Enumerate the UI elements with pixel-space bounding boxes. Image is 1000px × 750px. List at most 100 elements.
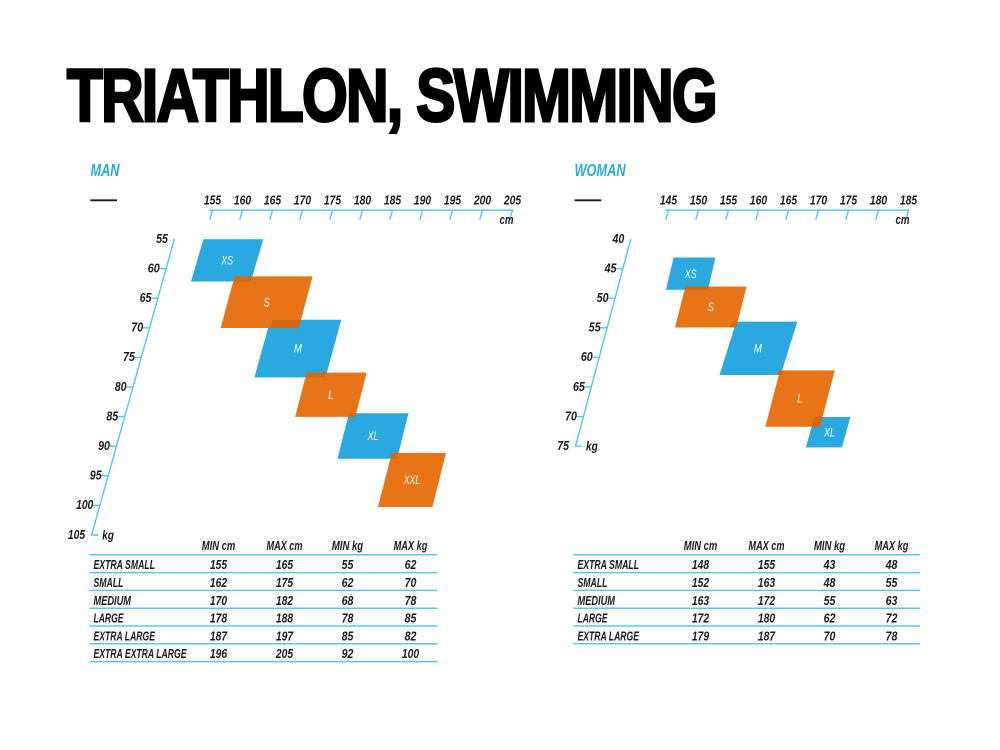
svg-text:63: 63 (886, 594, 898, 608)
svg-text:48: 48 (823, 576, 836, 590)
svg-text:78: 78 (886, 629, 898, 643)
svg-text:180: 180 (354, 193, 371, 207)
svg-text:185: 185 (900, 193, 918, 207)
svg-text:78: 78 (342, 612, 354, 626)
svg-text:kg: kg (586, 440, 598, 454)
svg-text:SMALL: SMALL (578, 576, 608, 590)
svg-text:95: 95 (90, 469, 103, 483)
svg-text:EXTRA LARGE: EXTRA LARGE (94, 629, 156, 643)
svg-text:62: 62 (342, 576, 354, 590)
svg-text:M: M (294, 344, 302, 356)
svg-text:170: 170 (810, 193, 827, 207)
svg-text:MIN cm: MIN cm (684, 539, 718, 553)
svg-text:185: 185 (384, 193, 402, 207)
svg-text:179: 179 (692, 629, 709, 643)
svg-text:M: M (754, 343, 762, 355)
svg-text:170: 170 (294, 193, 311, 207)
svg-text:175: 175 (324, 193, 342, 207)
svg-text:162: 162 (210, 576, 227, 590)
svg-text:S: S (708, 302, 714, 314)
svg-text:MEDIUM: MEDIUM (94, 594, 132, 608)
svg-text:55: 55 (342, 558, 355, 572)
svg-text:EXTRA SMALL: EXTRA SMALL (578, 558, 640, 572)
svg-text:163: 163 (692, 594, 709, 608)
svg-text:MEDIUM: MEDIUM (578, 594, 616, 608)
svg-text:80: 80 (115, 380, 127, 394)
svg-text:180: 180 (758, 612, 775, 626)
svg-text:200: 200 (473, 193, 491, 207)
svg-text:MAX cm: MAX cm (267, 539, 303, 553)
svg-text:175: 175 (840, 193, 858, 207)
svg-text:72: 72 (886, 612, 898, 626)
svg-text:LARGE: LARGE (94, 612, 124, 626)
svg-text:65: 65 (573, 380, 586, 394)
svg-text:55: 55 (589, 321, 602, 335)
svg-text:187: 187 (758, 629, 776, 643)
svg-text:MIN cm: MIN cm (202, 539, 236, 553)
svg-text:EXTRA SMALL: EXTRA SMALL (94, 558, 156, 572)
svg-text:MAX kg: MAX kg (394, 539, 428, 553)
svg-text:85: 85 (405, 612, 418, 626)
svg-text:55: 55 (886, 576, 899, 590)
svg-text:L: L (797, 394, 803, 406)
svg-text:195: 195 (444, 193, 462, 207)
svg-text:WOMAN: WOMAN (575, 160, 626, 180)
svg-text:XL: XL (367, 431, 379, 443)
svg-text:182: 182 (276, 594, 293, 608)
svg-text:150: 150 (690, 193, 707, 207)
svg-text:82: 82 (405, 629, 417, 643)
svg-text:160: 160 (234, 193, 251, 207)
svg-text:100: 100 (402, 647, 419, 661)
svg-text:MAN: MAN (91, 160, 120, 180)
svg-text:163: 163 (758, 576, 775, 590)
svg-text:TRIATHLON, SWIMMING: TRIATHLON, SWIMMING (67, 54, 716, 137)
svg-text:SMALL: SMALL (94, 576, 124, 590)
svg-text:XXL: XXL (403, 475, 420, 487)
svg-text:178: 178 (210, 612, 227, 626)
svg-text:148: 148 (692, 558, 709, 572)
svg-text:cm: cm (500, 213, 514, 227)
svg-text:172: 172 (758, 594, 775, 608)
svg-text:EXTRA EXTRA LARGE: EXTRA EXTRA LARGE (94, 647, 187, 661)
svg-text:172: 172 (692, 612, 709, 626)
svg-text:78: 78 (405, 594, 417, 608)
svg-text:XS: XS (221, 256, 234, 268)
svg-text:155: 155 (204, 193, 222, 207)
svg-text:cm: cm (896, 213, 910, 227)
svg-text:180: 180 (870, 193, 887, 207)
svg-text:155: 155 (758, 558, 776, 572)
svg-text:196: 196 (210, 647, 228, 661)
svg-text:MIN kg: MIN kg (814, 539, 846, 553)
svg-text:MAX kg: MAX kg (875, 539, 909, 553)
svg-text:70: 70 (131, 321, 143, 335)
svg-text:145: 145 (660, 193, 678, 207)
svg-text:LARGE: LARGE (578, 612, 608, 626)
svg-text:60: 60 (581, 350, 593, 364)
svg-text:165: 165 (780, 193, 798, 207)
svg-text:75: 75 (557, 439, 570, 453)
svg-text:60: 60 (148, 261, 160, 275)
svg-text:175: 175 (276, 576, 294, 590)
svg-text:165: 165 (264, 193, 282, 207)
svg-text:75: 75 (123, 350, 136, 364)
svg-text:48: 48 (885, 558, 898, 572)
svg-text:105: 105 (68, 528, 86, 542)
svg-text:205: 205 (275, 647, 294, 661)
svg-text:kg: kg (102, 528, 114, 542)
svg-text:55: 55 (824, 594, 837, 608)
svg-text:70: 70 (405, 576, 417, 590)
svg-text:MAX cm: MAX cm (749, 539, 785, 553)
svg-text:65: 65 (140, 291, 153, 305)
svg-text:205: 205 (503, 193, 522, 207)
svg-text:100: 100 (76, 498, 93, 512)
svg-text:92: 92 (342, 647, 354, 661)
svg-text:188: 188 (276, 612, 293, 626)
svg-text:165: 165 (276, 558, 294, 572)
svg-text:197: 197 (276, 629, 294, 643)
svg-text:S: S (264, 297, 270, 309)
svg-text:160: 160 (750, 193, 767, 207)
svg-text:XS: XS (684, 269, 697, 281)
svg-text:62: 62 (824, 612, 836, 626)
svg-text:70: 70 (565, 409, 577, 423)
svg-text:43: 43 (823, 558, 836, 572)
